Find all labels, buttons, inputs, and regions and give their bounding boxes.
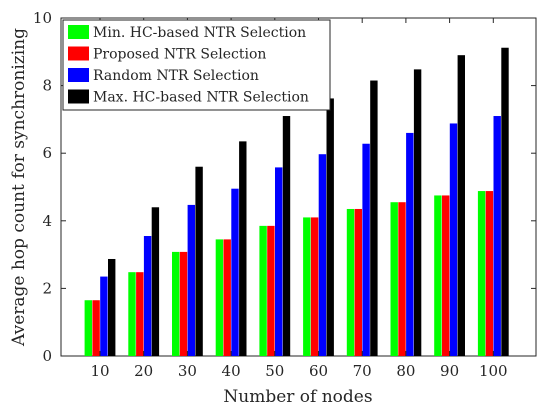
bar-s3-c5 <box>326 98 334 356</box>
bar-s1-c5 <box>310 217 319 356</box>
bar-s0-c5 <box>303 217 311 356</box>
y-axis-label: Average hop count for synchronizing <box>9 28 29 347</box>
y-tick-label: 2 <box>42 279 52 297</box>
legend-swatch <box>68 46 89 61</box>
bar-s2-c8 <box>449 123 458 357</box>
legend-label: Random NTR Selection <box>93 68 259 84</box>
x-axis-label: Number of nodes <box>223 387 372 407</box>
bar-s3-c3 <box>239 141 247 356</box>
x-tick-label: 40 <box>222 362 241 380</box>
bar-s2-c4 <box>275 167 283 356</box>
bar-s1-c1 <box>136 272 144 356</box>
bar-s3-c8 <box>457 55 465 357</box>
legend-swatch <box>68 25 89 39</box>
bar-s0-c6 <box>346 208 355 356</box>
bar-s1-c3 <box>223 239 231 356</box>
legend-label: Min. HC-based NTR Selection <box>93 25 306 41</box>
bar-s2-c2 <box>187 204 195 356</box>
bar-s2-c7 <box>406 132 414 356</box>
y-tick-label: 6 <box>42 144 52 162</box>
legend-swatch <box>68 68 89 82</box>
bar-s3-c0 <box>108 258 116 356</box>
bar-s3-c9 <box>501 47 509 357</box>
x-tick-label: 30 <box>178 362 197 380</box>
x-tick-label: 10 <box>90 362 109 380</box>
bar-s1-c2 <box>179 251 188 356</box>
bar-s1-c8 <box>442 195 450 356</box>
legend-swatch <box>68 89 89 104</box>
bar-s3-c7 <box>413 69 422 356</box>
bars-group <box>84 47 509 357</box>
bar-s2-c6 <box>362 143 370 356</box>
x-tick-label: 60 <box>309 362 328 380</box>
bar-s0-c1 <box>128 272 136 356</box>
legend: Min. HC-based NTR Selection Proposed NTR … <box>62 19 331 111</box>
x-tick-label: 100 <box>479 362 508 380</box>
bar-s0-c8 <box>434 195 442 356</box>
x-tick-label: 90 <box>440 362 459 380</box>
legend-label: Proposed NTR Selection <box>93 47 266 63</box>
ticks-group: 0 2 4 6 8 10 10 20 30 40 50 60 70 80 90 100 <box>33 9 536 380</box>
legend-box <box>62 19 331 111</box>
y-tick-label: 8 <box>42 77 52 95</box>
bar-s1-c6 <box>354 208 362 356</box>
bar-s3-c2 <box>195 166 203 356</box>
bar-s0-c2 <box>172 251 180 356</box>
bar-s2-c1 <box>143 236 152 356</box>
bar-s0-c7 <box>390 202 398 356</box>
bar-s1-c9 <box>485 191 494 356</box>
x-tick-label: 80 <box>396 362 415 380</box>
y-tick-label: 4 <box>42 212 52 230</box>
x-tick-label: 50 <box>265 362 284 380</box>
legend-label: Max. HC-based NTR Selection <box>93 90 309 106</box>
bar-s3-c4 <box>282 116 291 357</box>
bar-s0-c9 <box>477 191 486 356</box>
bar-s2-c9 <box>493 116 501 357</box>
bar-s1-c7 <box>398 202 406 356</box>
y-tick-label: 0 <box>42 347 52 365</box>
bar-s1-c4 <box>267 225 275 356</box>
bar-s0-c4 <box>259 225 267 356</box>
bar-s3-c6 <box>370 80 378 356</box>
bar-s2-c5 <box>318 154 327 356</box>
bar-s0-c0 <box>84 300 92 356</box>
bar-s3-c1 <box>151 207 160 356</box>
y-tick-label: 10 <box>33 9 52 27</box>
bar-s0-c3 <box>215 239 224 356</box>
bar-s2-c0 <box>100 276 108 356</box>
bar-s1-c0 <box>92 300 100 356</box>
x-tick-label: 20 <box>134 362 153 380</box>
x-tick-label: 70 <box>353 362 372 380</box>
bar-s2-c3 <box>231 188 239 356</box>
